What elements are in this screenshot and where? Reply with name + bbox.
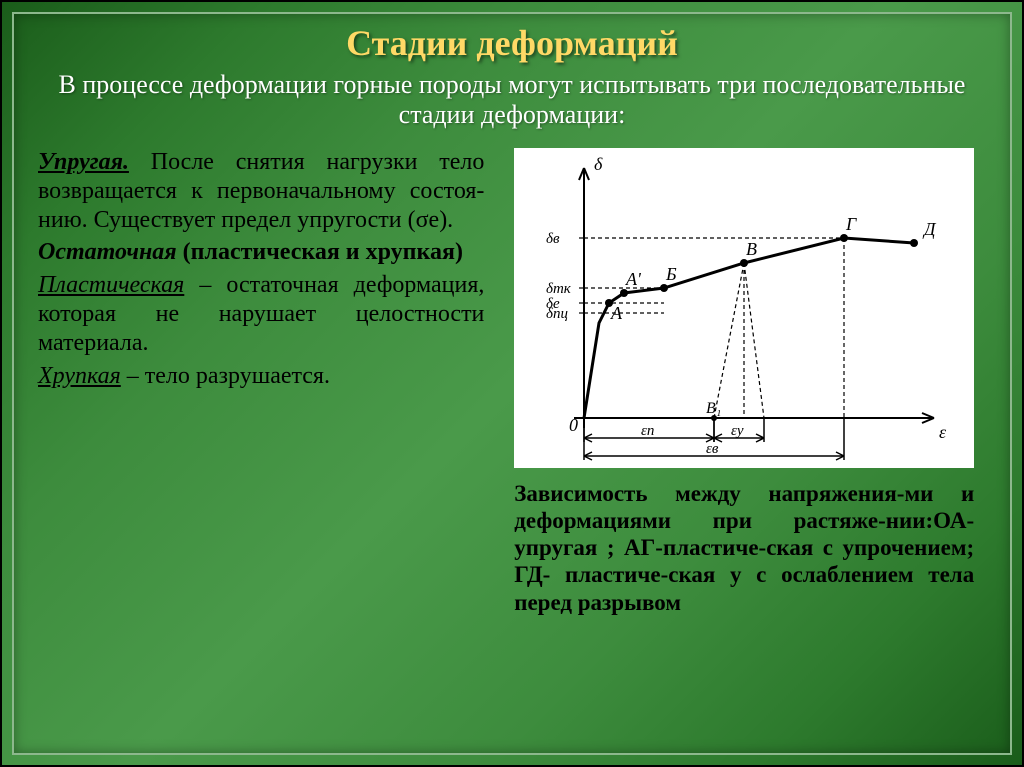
- slide-frame: [12, 12, 1012, 755]
